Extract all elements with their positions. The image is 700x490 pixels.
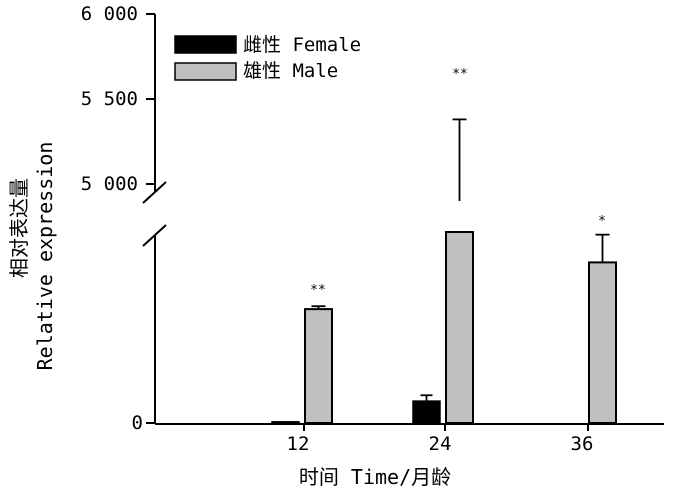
y-tick-label-5500: 5 500 (81, 88, 138, 110)
significance-male-36: * (598, 214, 606, 229)
axis-break-marks (142, 181, 167, 247)
x-tick-12: 12 (287, 424, 310, 455)
y-tick-label-6000: 6 000 (81, 3, 138, 25)
y-axis-title-cn: 相对表达量 (7, 178, 31, 278)
bar-female-12 (271, 421, 300, 425)
significance-male-12: ** (310, 283, 326, 298)
x-tick-label-12: 12 (287, 433, 310, 455)
bar-female-24 (412, 400, 441, 424)
bar-male-24-lower (445, 231, 474, 424)
legend-label-male: 雄性 Male (243, 60, 338, 82)
x-axis-title: 时间 Time/月龄 (299, 465, 451, 489)
significance-male-24: ** (452, 67, 468, 82)
x-tick-label-24: 24 (429, 433, 452, 455)
x-tick-36: 36 (571, 424, 594, 455)
y-tick-5000: 5 000 (81, 173, 155, 195)
y-tick-5500: 5 500 (81, 88, 155, 110)
legend-label-female: 雌性 Female (243, 34, 361, 56)
y-tick-label-0: 0 (132, 412, 143, 434)
x-tick-24: 24 (429, 424, 452, 455)
y-axis-title-en: Relative expression (33, 142, 57, 371)
errorbar-male-36 (595, 233, 610, 263)
legend-swatch-male (174, 62, 237, 81)
legend: 雌性 Female 雄性 Male (174, 34, 361, 82)
y-tick-6000: 6 000 (81, 3, 155, 25)
errorbar-male-24 (452, 118, 467, 201)
legend-swatch-female (174, 35, 237, 54)
y-tick-0: 0 (132, 412, 155, 434)
bar-male-12 (304, 308, 333, 424)
bar-male-36 (588, 261, 617, 424)
x-tick-label-36: 36 (571, 433, 594, 455)
y-tick-label-5000: 5 000 (81, 173, 138, 195)
errorbar-female-24 (420, 394, 433, 402)
